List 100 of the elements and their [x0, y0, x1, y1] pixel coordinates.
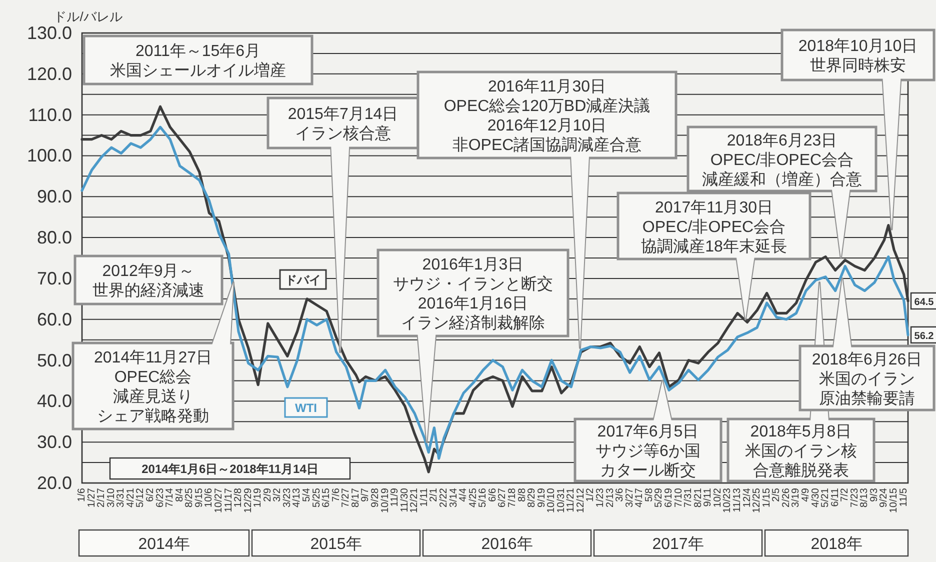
x-tick-label: 11/13 — [732, 488, 743, 512]
annotation: 56.2 — [914, 330, 934, 342]
y-tick-label: 90.0 — [36, 186, 72, 207]
x-tick-label: 1/23 — [595, 488, 606, 508]
x-tick-label: 8/8 — [516, 488, 528, 502]
x-tick-label: 9/28 — [370, 488, 382, 508]
x-tick-label: 5/8 — [644, 488, 655, 502]
x-tick-label: 12/29 — [242, 488, 254, 514]
x-tick-label: 3/23 — [282, 488, 293, 508]
y-tick-label: 120.0 — [26, 64, 72, 84]
x-tick-label: 7/10 — [673, 488, 684, 508]
x-tick-label: 9/3 — [868, 488, 880, 502]
y-tick-label: 130.0 — [26, 23, 72, 43]
x-tick-label: 4/4 — [458, 488, 470, 502]
x-tick-label: 12/8 — [233, 488, 244, 508]
x-tick-label: 3/19 — [790, 488, 802, 508]
x-tick-label: 10/23 — [722, 488, 734, 514]
x-tick-label: 5/29 — [654, 488, 665, 508]
y-tick-label: 60.0 — [36, 309, 72, 330]
x-tick-label: 5/4 — [302, 488, 313, 502]
x-tick-label: 1/6 — [76, 488, 88, 502]
x-tick-label: 4/17 — [634, 488, 646, 508]
x-tick-label: 11/9 — [390, 488, 401, 507]
x-tick-label: 9/19 — [536, 488, 548, 508]
x-tick-label: 3/14 — [448, 488, 460, 508]
x-tick-label: 3/10 — [106, 488, 117, 508]
y-tick-label: 100.0 — [26, 146, 72, 166]
y-tick-label: 20.0 — [36, 473, 72, 493]
series-label: WTI — [295, 401, 317, 415]
x-tick-label: 6/6 — [487, 488, 498, 502]
x-tick-label: 10/19 — [380, 488, 391, 514]
annotation: 64.5 — [914, 296, 934, 308]
x-tick-label: 1/27 — [86, 488, 98, 508]
x-tick-label: 8/17 — [350, 488, 362, 508]
annotation: 2018年10月10日世界同時株安 — [798, 38, 918, 75]
annotation: 2014年1月6日～2018年11月14日 — [142, 462, 318, 476]
x-tick-label: 10/15 — [888, 488, 900, 514]
x-tick-label: 8/4 — [174, 488, 186, 502]
x-tick-label: 9/7 — [360, 488, 372, 502]
x-tick-label: 10/27 — [213, 488, 224, 514]
x-tick-label: 2/22 — [438, 488, 450, 508]
series-label: ドバイ — [285, 273, 321, 287]
x-tick-label: 3/27 — [624, 488, 636, 508]
x-tick-label: 7/14 — [164, 488, 176, 508]
x-tick-label: 11/17 — [223, 488, 234, 512]
x-tick-label: 4/9 — [800, 488, 812, 502]
annotation: 2012年9月～世界的経済減速 — [92, 263, 204, 300]
x-tick-label: 4/21 — [125, 488, 136, 508]
x-tick-label: 9/11 — [702, 488, 714, 507]
x-tick-label: 7/18 — [506, 488, 518, 508]
annotation: 2016年11月30日OPEC総会120万BD減産決議2016年12月10日非OPEC諸国協調減産合意 — [444, 78, 650, 154]
y-tick-label: 110.0 — [28, 104, 72, 125]
x-tick-label: 1/19 — [252, 488, 264, 508]
x-tick-label: 6/2 — [144, 488, 156, 502]
x-tick-label: 1/2 — [585, 488, 596, 502]
y-tick-label: 40.0 — [36, 391, 72, 412]
x-tick-label: 3/31 — [116, 488, 127, 508]
x-tick-label: 12/25 — [752, 488, 763, 514]
x-tick-label: 11/5 — [898, 488, 910, 507]
x-tick-label: 6/15 — [321, 488, 332, 508]
x-tick-label: 1/11 — [418, 488, 430, 507]
x-tick-label: 10/2 — [712, 488, 724, 508]
x-tick-label: 6/23 — [154, 488, 166, 508]
x-tick-label: 8/29 — [526, 488, 538, 508]
x-tick-label: 12/4 — [742, 488, 753, 508]
annotation: 2015年7月14日イラン核合意 — [288, 106, 398, 143]
annotation: 2018年5月8日米国のイラン核合意離脱発表 — [745, 423, 857, 480]
x-tick-label: 6/19 — [664, 488, 675, 508]
x-tick-label: 5/25 — [311, 488, 322, 508]
x-tick-label: 3/2 — [272, 488, 284, 502]
annotation: 2014年11月27日OPEC総会減産見送りシェア戦略発動 — [94, 350, 212, 426]
y-tick-label: 80.0 — [36, 228, 72, 248]
x-tick-label: 11/30 — [399, 488, 410, 512]
x-tick-label: 12/21 — [409, 488, 420, 514]
x-tick-label: 2/17 — [96, 488, 108, 508]
annotation: 2011年～15年6月米国シェールオイル増産 — [110, 43, 286, 80]
x-tick-label: 8/25 — [184, 488, 196, 508]
y-axis-title: ドル/バレル — [54, 9, 122, 24]
x-tick-label: 7/27 — [340, 488, 352, 508]
annotation: 2017年11月30日OPEC/非OPEC会合協調減産18年末延長 — [641, 199, 787, 256]
x-tick-label: 6/11 — [830, 488, 841, 507]
x-tick-label: 4/25 — [468, 488, 479, 508]
x-tick-label: 12/12 — [575, 488, 586, 514]
x-tick-label: 7/23 — [849, 488, 860, 508]
x-tick-label: 2/1 — [428, 488, 440, 502]
x-tick-label: 4/30 — [810, 488, 822, 508]
x-tick-label: 5/21 — [820, 488, 832, 508]
x-tick-label: 9/24 — [878, 488, 890, 508]
x-tick-label: 2/13 — [604, 488, 616, 508]
annotation: 2018年6月26日米国のイラン原油禁輸要請 — [812, 351, 922, 408]
x-tick-label: 2/9 — [262, 488, 274, 502]
x-tick-label: 8/21 — [692, 488, 704, 508]
x-tick-label: 3/6 — [614, 488, 626, 502]
x-tick-label: 6/27 — [497, 488, 508, 508]
x-tick-label: 9/15 — [194, 488, 205, 508]
x-tick-label: 2/5 — [771, 488, 782, 502]
x-tick-label: 1/15 — [761, 488, 772, 508]
x-tick-label: 7/31 — [683, 488, 694, 508]
x-tick-label: 2/26 — [780, 488, 792, 508]
x-tick-label: 4/13 — [292, 488, 303, 508]
